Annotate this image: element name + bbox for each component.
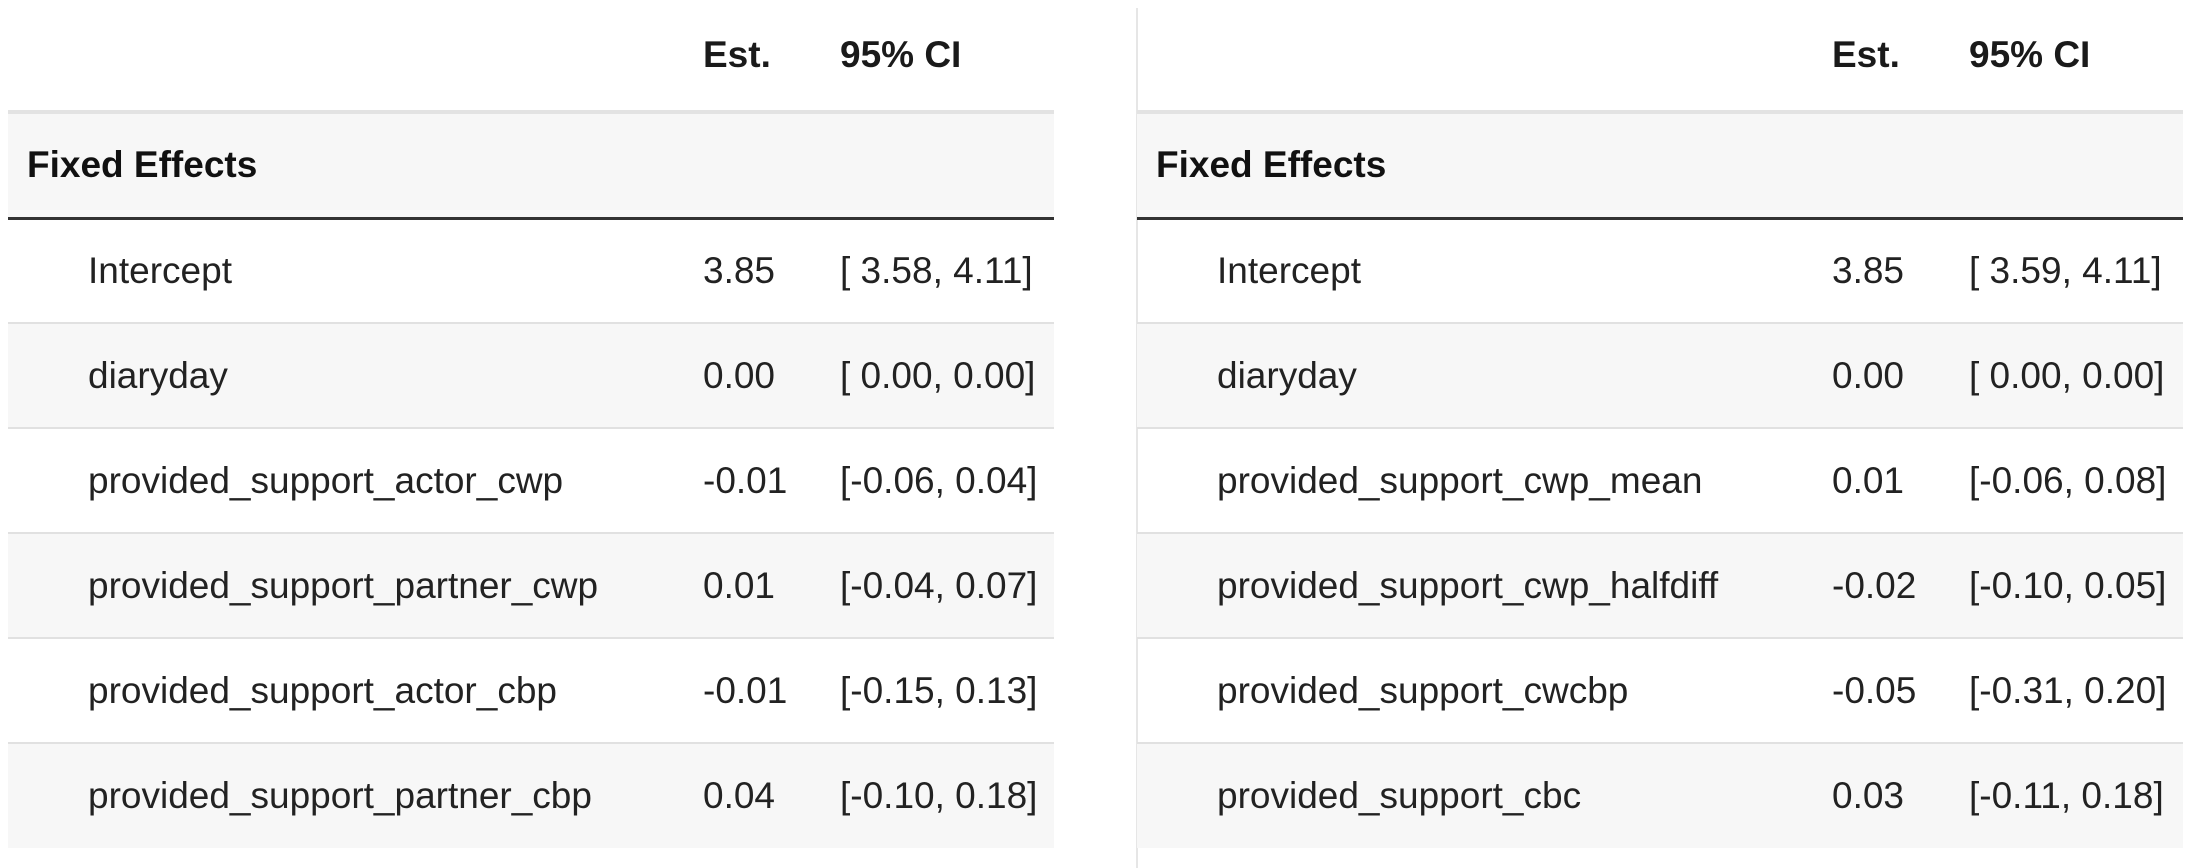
section-label: Fixed Effects <box>8 112 1054 220</box>
term-column-header <box>8 0 693 114</box>
ci-cell: [ 0.00, 0.00] <box>1952 323 2183 429</box>
ci-cell: [-0.15, 0.13] <box>823 638 1054 744</box>
estimate-cell: 0.00 <box>1822 323 1952 429</box>
table-row: provided_support_actor_cbp -0.01 [-0.15,… <box>8 638 1054 744</box>
ci-cell: [ 0.00, 0.00] <box>823 323 1054 429</box>
table-row: Intercept 3.85 [ 3.58, 4.11] <box>8 218 1054 324</box>
ci-cell: [ 3.59, 4.11] <box>1952 218 2183 324</box>
ci-column-header: 95% CI <box>1952 0 2183 114</box>
estimate-cell: 0.01 <box>693 533 823 639</box>
table-header-row: Est. 95% CI <box>8 0 1054 114</box>
term-column-header <box>1137 0 1822 114</box>
ci-cell: [-0.31, 0.20] <box>1952 638 2183 744</box>
term-cell: provided_support_partner_cwp <box>8 533 693 639</box>
estimate-cell: 3.85 <box>693 218 823 324</box>
estimate-cell: 3.85 <box>1822 218 1952 324</box>
table-row: provided_support_cwp_halfdiff -0.02 [-0.… <box>1137 533 2183 639</box>
term-cell: Intercept <box>8 218 693 324</box>
ci-cell: [-0.10, 0.05] <box>1952 533 2183 639</box>
left-model-table: Est. 95% CI Fixed Effects Intercept 3.85… <box>8 0 1054 848</box>
term-cell: Intercept <box>1137 218 1822 324</box>
table-row: diaryday 0.00 [ 0.00, 0.00] <box>8 323 1054 429</box>
table-row: Intercept 3.85 [ 3.59, 4.11] <box>1137 218 2183 324</box>
table-header-row: Est. 95% CI <box>1137 0 2183 114</box>
section-row: Fixed Effects <box>1137 112 2183 220</box>
table-row: provided_support_partner_cbp 0.04 [-0.10… <box>8 743 1054 848</box>
term-cell: provided_support_cwp_mean <box>1137 428 1822 534</box>
estimate-cell: 0.00 <box>693 323 823 429</box>
estimate-column-header: Est. <box>693 0 823 114</box>
ci-column-header: 95% CI <box>823 0 1054 114</box>
table-row: provided_support_partner_cwp 0.01 [-0.04… <box>8 533 1054 639</box>
estimate-cell: 0.01 <box>1822 428 1952 534</box>
estimate-cell: 0.03 <box>1832 775 1905 816</box>
term-cell: provided_support_actor_cbp <box>8 638 693 744</box>
table-row: provided_support_cwp_mean 0.01 [-0.06, 0… <box>1137 428 2183 534</box>
table-row: provided_support_cwcbp -0.05 [-0.31, 0.2… <box>1137 638 2183 744</box>
ci-cell: [-0.04, 0.07] <box>823 533 1054 639</box>
estimate-cell: -0.02 <box>1822 533 1952 639</box>
section-row: Fixed Effects <box>8 112 1054 220</box>
ci-cell: [ 3.58, 4.11] <box>823 218 1054 324</box>
section-label: Fixed Effects <box>1137 112 2183 220</box>
term-cell: diaryday <box>1137 323 1822 429</box>
term-cell: diaryday <box>8 323 693 429</box>
ci-cell: [-0.06, 0.04] <box>823 428 1054 534</box>
left-model-panel: Est. 95% CI Fixed Effects Intercept 3.85… <box>8 0 1054 868</box>
estimate-cell: -0.01 <box>693 428 823 534</box>
term-cell: provided_support_cwp_halfdiff <box>1137 533 1822 639</box>
right-model-table: Est. 95% CI Fixed Effects Intercept 3.85… <box>1137 0 2183 848</box>
estimate-cell: 0.04 <box>703 775 776 816</box>
estimate-column-header: Est. <box>1822 0 1952 114</box>
table-row: provided_support_actor_cwp -0.01 [-0.06,… <box>8 428 1054 534</box>
term-cell: provided_support_actor_cwp <box>8 428 693 534</box>
estimate-cell: -0.05 <box>1822 638 1952 744</box>
term-cell: provided_support_cwcbp <box>1137 638 1822 744</box>
table-row: diaryday 0.00 [ 0.00, 0.00] <box>1137 323 2183 429</box>
term-cell: provided_support_partner_cbp <box>88 775 592 816</box>
table-row: provided_support_cbc 0.03 [-0.11, 0.18] <box>1137 743 2183 848</box>
estimate-cell: -0.01 <box>693 638 823 744</box>
ci-cell: [-0.11, 0.18] <box>1969 775 2164 816</box>
ci-cell: [-0.10, 0.18] <box>840 775 1038 816</box>
right-model-panel: Est. 95% CI Fixed Effects Intercept 3.85… <box>1137 0 2183 868</box>
term-cell: provided_support_cbc <box>1217 775 1582 816</box>
ci-cell: [-0.06, 0.08] <box>1952 428 2183 534</box>
